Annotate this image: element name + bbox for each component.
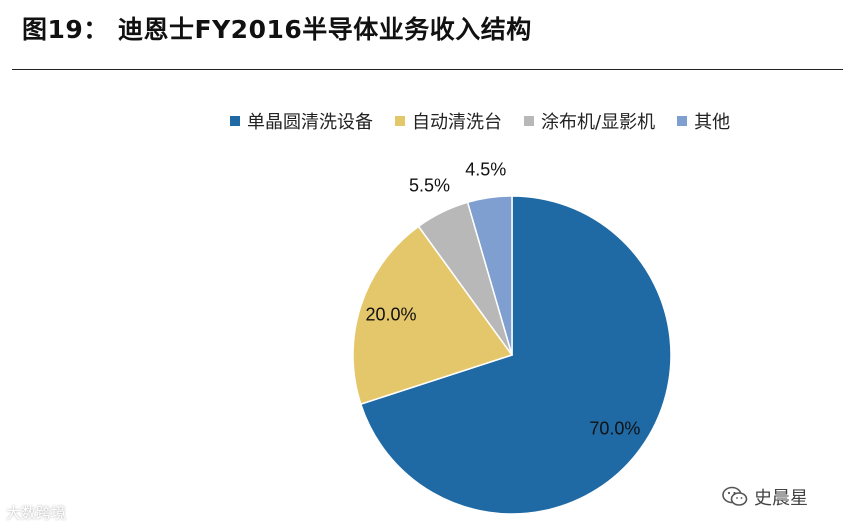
watermark-right-text: 史晨星 (754, 488, 808, 509)
legend-label: 自动清洗台 (412, 112, 502, 133)
pie-data-label: 4.5% (465, 160, 506, 180)
legend-swatch (524, 116, 534, 126)
legend-item: 自动清洗台 (395, 108, 502, 134)
pie-data-label: 20.0% (365, 304, 416, 324)
watermark-left: 大数跨境 (6, 504, 67, 522)
legend-label: 其他 (694, 112, 731, 133)
legend-item: 其他 (677, 108, 730, 134)
watermark-right: 史晨星 (722, 484, 808, 510)
legend-swatch (395, 116, 405, 126)
pie-slice (352, 225, 514, 406)
legend-swatch (677, 116, 688, 126)
legend-item: 涂布机/显影机 (524, 108, 655, 134)
title-divider (12, 69, 843, 70)
pie-data-label: 5.5% (409, 175, 450, 195)
pie-slice (359, 195, 672, 515)
legend-label: 单晶圆清洗设备 (247, 112, 373, 133)
legend-item: 单晶圆清洗设备 (230, 108, 373, 134)
chart-legend: 单晶圆清洗设备 自动清洗台 涂布机/显影机 其他 (230, 108, 752, 134)
wechat-icon (722, 486, 748, 506)
legend-label: 涂布机/显影机 (541, 112, 656, 133)
page-title: 图19： 迪恩士FY2016半导体业务收入结构 (22, 15, 532, 44)
pie-data-label: 70.0% (589, 419, 640, 439)
legend-swatch (230, 116, 240, 126)
pie-slice (466, 195, 513, 356)
